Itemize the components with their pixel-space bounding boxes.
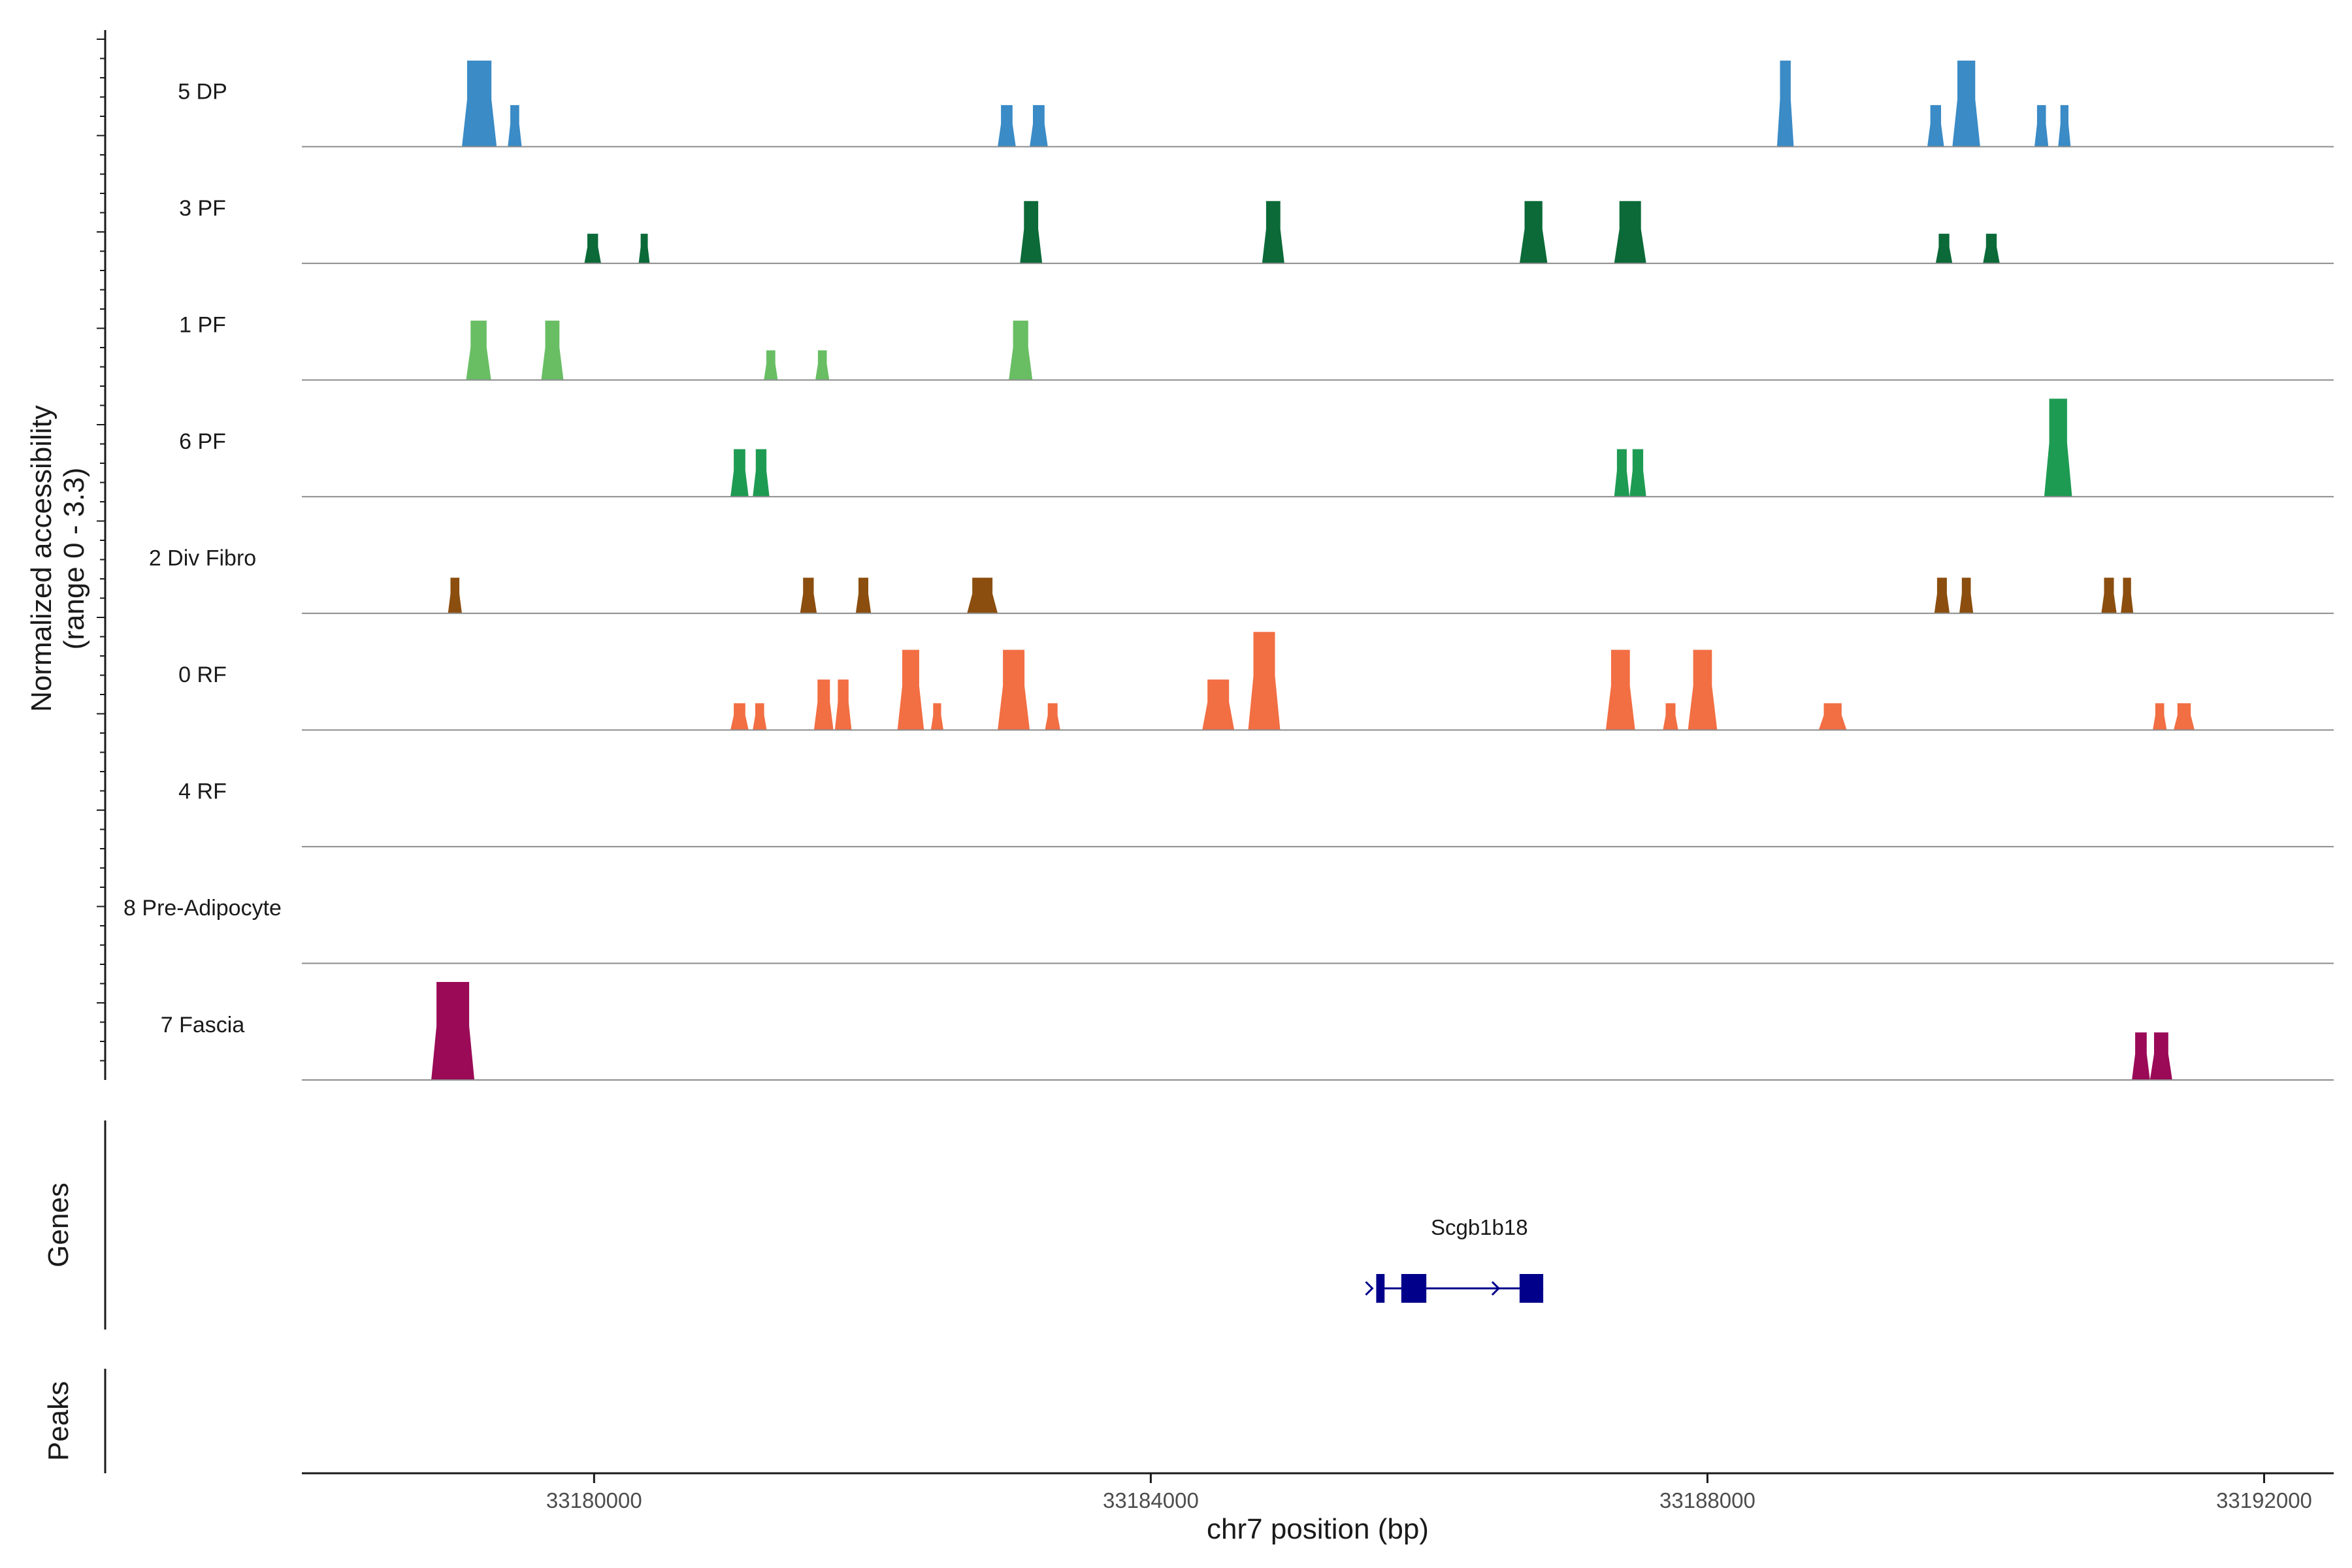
coverage-peak (466, 320, 491, 380)
x-axis-tick-label: 33184000 (1103, 1488, 1199, 1512)
gene-strand-arrow (1491, 1281, 1501, 1296)
coverage-peak (1614, 449, 1630, 497)
y-axis-title-line1: Normalized accessibility (25, 405, 57, 711)
coverage-peak (2101, 578, 2117, 613)
coverage-peak (2174, 703, 2195, 730)
x-axis-title: chr7 position (bp) (1207, 1513, 1429, 1545)
coverage-peak (508, 105, 522, 147)
coverage-peak (2121, 578, 2134, 613)
coverage-peak (1519, 201, 1548, 264)
gene-strand-arrow (1365, 1281, 1374, 1296)
track-label-1-pf: 1 PF (179, 312, 226, 337)
coverage-peak (1983, 233, 2000, 264)
track-3-pf: 3 PF (179, 196, 2334, 265)
coverage-peak (813, 679, 834, 730)
coverage-peak (730, 703, 749, 730)
coverage-peak (1009, 320, 1033, 380)
coverage-peak (2034, 105, 2049, 147)
coverage-peak (897, 649, 924, 730)
gene-exon (1376, 1274, 1385, 1303)
coverage-peak (1020, 201, 1043, 264)
coverage-peak (1818, 703, 1847, 730)
coverage-peak (764, 350, 778, 380)
coverage-peak (431, 982, 475, 1080)
coverage-peak (1927, 105, 1944, 147)
x-axis: 33180000 33184000 33188000 33192000 chr7 po… (302, 1472, 2334, 1545)
track-label-4-rf: 4 RF (178, 779, 227, 804)
track-6-pf: 6 PF (179, 399, 2334, 498)
coverage-peak (730, 449, 749, 497)
coverage-peak (1202, 679, 1235, 730)
track-label-6-pf: 6 PF (179, 429, 226, 454)
x-axis-tick-label: 33192000 (2216, 1488, 2312, 1512)
coverage-peak (1663, 703, 1678, 730)
coverage-y-axis: Normalized accessibility (range 0 - 3.3) (25, 30, 106, 1080)
coverage-peak (1776, 60, 1794, 147)
coverage-peak (1605, 649, 1635, 730)
coverage-peak (462, 60, 497, 147)
coverage-peak (800, 578, 817, 613)
track-label-5-dp: 5 DP (178, 79, 227, 104)
genes-panel-title: Genes (42, 1183, 74, 1267)
coverage-peak (753, 703, 767, 730)
track-8-pre-adipocyte: 8 Pre-Adipocyte (123, 896, 2334, 964)
coverage-peak (2132, 1032, 2150, 1080)
coverage-peak (834, 679, 852, 730)
coverage-tracks: 5 DP 3 PF 1 PF 6 PF 2 Div Fibro 0 RF 4 RF 8 Pre… (123, 60, 2334, 1081)
coverage-peak (998, 649, 1030, 730)
coverage-peak (1030, 105, 1048, 147)
track-2-div-fibro: 2 Div Fibro (149, 546, 2334, 614)
coverage-peak (638, 233, 650, 264)
coverage-peak (1248, 632, 1281, 730)
gene-exon (1519, 1274, 1544, 1303)
track-label-8-pre-adipocyte: 8 Pre-Adipocyte (123, 896, 282, 921)
track-0-rf: 0 RF (178, 632, 2334, 731)
gene-model[interactable] (1365, 1274, 1544, 1303)
track-label-0-rf: 0 RF (178, 662, 227, 687)
coverage-peak (1629, 449, 1646, 497)
peaks-panel-title: Peaks (42, 1381, 74, 1461)
gene-exon (1401, 1274, 1427, 1303)
genes-panel: Genes Scgb1b18 (42, 1120, 1544, 1330)
coverage-peak (2058, 105, 2071, 147)
coverage-peak (448, 578, 462, 613)
track-4-rf: 4 RF (178, 779, 2334, 847)
coverage-peak (753, 449, 770, 497)
coverage-peak (855, 578, 872, 613)
coverage-peak (2149, 1032, 2172, 1080)
coverage-peak (2153, 703, 2167, 730)
x-axis-tick-label: 33188000 (1659, 1488, 1756, 1512)
coverage-peak (584, 233, 601, 264)
coverage-peak (1952, 60, 1980, 147)
track-5-dp: 5 DP (178, 60, 2334, 148)
track-label-2-div-fibro: 2 Div Fibro (149, 546, 256, 571)
coverage-peak (815, 350, 830, 380)
coverage-peak (2044, 399, 2072, 497)
track-7-fascia: 7 Fascia (161, 982, 2334, 1081)
track-label-3-pf: 3 PF (179, 196, 226, 221)
coverage-peak (1045, 703, 1060, 730)
peaks-panel: Peaks (42, 1369, 106, 1473)
x-axis-tick-label: 33180000 (546, 1488, 642, 1512)
x-axis-ticks: 33180000 33184000 33188000 33192000 (546, 1473, 2312, 1512)
coverage-peak (998, 105, 1016, 147)
coverage-peak (1934, 578, 1950, 613)
coverage-peak (541, 320, 564, 380)
coverage-peak (1688, 649, 1718, 730)
coverage-peak (967, 578, 998, 613)
coverage-peak (1959, 578, 1974, 613)
gene-name-label: Scgb1b18 (1431, 1215, 1528, 1239)
coverage-peak (1935, 233, 1953, 264)
coverage-peak (930, 703, 943, 730)
track-label-7-fascia: 7 Fascia (161, 1013, 245, 1037)
y-axis-title-line2: (range 0 - 3.3) (58, 468, 90, 650)
track-1-pf: 1 PF (179, 312, 2334, 381)
coverage-peak (1262, 201, 1284, 264)
coverage-peak (1614, 201, 1646, 264)
